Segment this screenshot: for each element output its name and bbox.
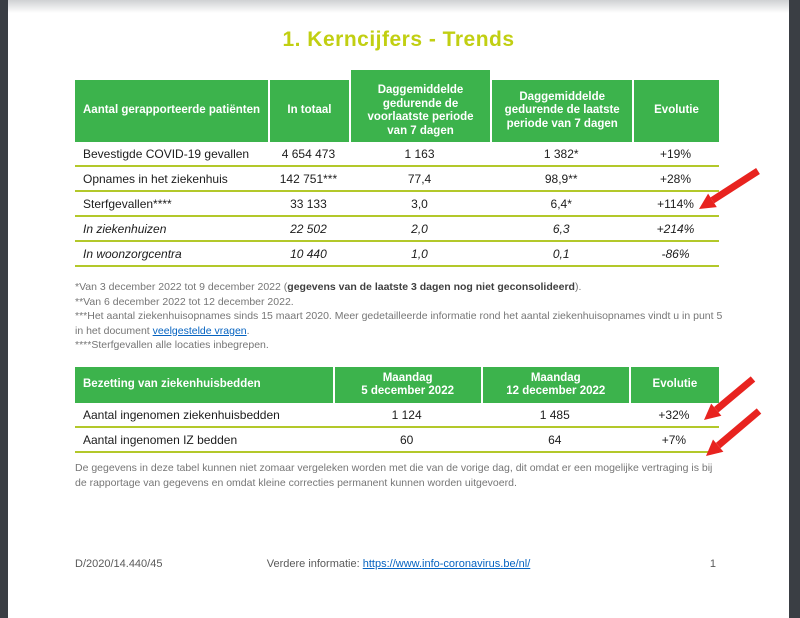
page-top-shadow [8, 0, 789, 13]
row-label: Aantal ingenomen IZ bedden [75, 428, 333, 453]
reported-patients-table: Aantal gerapporteerde patiënten In totaa… [75, 70, 719, 267]
table-header-row: Bezetting van ziekenhuisbedden Maandag 5… [75, 367, 719, 403]
cell-last-period: 6,3 [490, 217, 633, 242]
cell-last-period: 0,1 [490, 242, 633, 267]
veelgestelde-vragen-link[interactable]: veelgestelde vragen [152, 324, 247, 337]
cell-evolution: +28% [632, 167, 719, 192]
footnote-text: *Van 3 december 2022 tot 9 december 2022… [75, 281, 288, 293]
col-header-monday-12-dec: Maandag 12 december 2022 [480, 367, 629, 403]
cell-evolution: +19% [632, 142, 719, 167]
coronavirus-info-link[interactable]: https://www.info-coronavirus.be/nl/ [362, 558, 531, 570]
viewer-edge-left [0, 0, 8, 618]
table-row: Opnames in het ziekenhuis 142 751*** 77,… [75, 167, 719, 192]
viewer-edge-right [789, 0, 800, 618]
cell-total: 4 654 473 [268, 142, 349, 167]
table-row: Sterfgevallen**** 33 133 3,0 6,4* +114% [75, 192, 719, 217]
row-label: Opnames in het ziekenhuis [75, 167, 269, 192]
cell-prev-period: 77,4 [348, 167, 491, 192]
col-header-prev-period: Daggemiddelde gedurende de voorlaatste p… [348, 70, 491, 142]
cell-total: 142 751*** [268, 167, 349, 192]
cell-evolution: +214% [632, 217, 719, 242]
cell-evolution: -86% [632, 242, 719, 267]
cell-last-period: 1 382* [490, 142, 633, 167]
table-row: Aantal ingenomen IZ bedden 60 64 +7% [75, 428, 719, 453]
footnote-bold-text: gegevens van de laatste 3 dagen nog niet… [287, 281, 575, 293]
page-title: 1. Kerncijfers - Trends [282, 28, 515, 51]
cell-total: 10 440 [268, 242, 349, 267]
cell-evolution: +7% [628, 428, 719, 453]
row-label: Sterfgevallen**** [75, 192, 269, 217]
cell-evolution: +32% [628, 403, 719, 428]
footnote-line: ****Sterfgevallen alle locaties inbegrep… [75, 339, 269, 351]
cell-date1: 1 124 [332, 403, 481, 428]
table2-footnote: De gegevens in deze tabel kunnen niet zo… [75, 462, 713, 489]
cell-prev-period: 2,0 [348, 217, 491, 242]
cell-prev-period: 1 163 [348, 142, 491, 167]
col-header-bed-occupancy: Bezetting van ziekenhuisbedden [75, 367, 333, 403]
cell-total: 33 133 [268, 192, 349, 217]
table1-footnotes: *Van 3 december 2022 tot 9 december 2022… [75, 280, 725, 353]
table-header-row: Aantal gerapporteerde patiënten In totaa… [75, 70, 719, 142]
col-header-evolution: Evolutie [628, 367, 719, 403]
col-header-monday-5-dec: Maandag 5 december 2022 [332, 367, 481, 403]
more-info: Verdere informatie: https://www.info-cor… [8, 558, 789, 570]
cell-prev-period: 3,0 [348, 192, 491, 217]
col-header-total: In totaal [268, 80, 349, 142]
cell-prev-period: 1,0 [348, 242, 491, 267]
cell-last-period: 6,4* [490, 192, 633, 217]
footnote-line: *Van 3 december 2022 tot 9 december 2022… [75, 280, 725, 295]
cell-date2: 1 485 [480, 403, 629, 428]
table-row: Bevestigde COVID-19 gevallen 4 654 473 1… [75, 142, 719, 167]
col-header-patients: Aantal gerapporteerde patiënten [75, 80, 269, 142]
footnote-text: ). [574, 281, 582, 293]
more-info-label: Verdere informatie: [266, 558, 363, 570]
row-label: In woonzorgcentra [75, 242, 269, 267]
footnote-line: ***Het aantal ziekenhuisopnames sinds 15… [75, 309, 725, 338]
cell-last-period: 98,9** [490, 167, 633, 192]
cell-date1: 60 [332, 428, 481, 453]
table-row: Aantal ingenomen ziekenhuisbedden 1 124 … [75, 403, 719, 428]
page-footer: D/2020/14.440/45 Verdere informatie: htt… [0, 558, 800, 574]
table-subrow: In ziekenhuizen 22 502 2,0 6,3 +214% [75, 217, 719, 242]
footnote-text: . [246, 324, 250, 337]
page-number: 1 [709, 558, 716, 570]
cell-total: 22 502 [268, 217, 349, 242]
col-header-last-period: Daggemiddelde gedurende de laatste perio… [490, 80, 633, 142]
cell-date2: 64 [480, 428, 629, 453]
col-header-evolution: Evolutie [632, 80, 719, 142]
cell-evolution: +114% [632, 192, 719, 217]
footnote-text: ***Het aantal ziekenhuisopnames sinds 15… [75, 310, 723, 337]
row-label: In ziekenhuizen [75, 217, 269, 242]
footnote-line: **Van 6 december 2022 tot 12 december 20… [75, 295, 294, 308]
table-subrow: In woonzorgcentra 10 440 1,0 0,1 -86% [75, 242, 719, 267]
row-label: Aantal ingenomen ziekenhuisbedden [75, 403, 333, 428]
row-label: Bevestigde COVID-19 gevallen [75, 142, 269, 167]
document-number: D/2020/14.440/45 [75, 558, 163, 570]
bed-occupancy-table: Bezetting van ziekenhuisbedden Maandag 5… [75, 367, 719, 453]
